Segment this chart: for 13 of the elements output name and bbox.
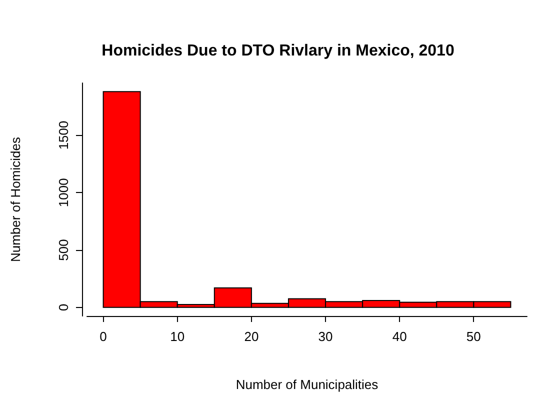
y-tick-label: 1000: [56, 178, 71, 208]
y-axis-title: Number of Homicides: [8, 136, 23, 262]
y-tick-label: 500: [56, 239, 71, 261]
x-tick-label: 50: [466, 329, 481, 344]
x-axis-title: Number of Municipalities: [236, 377, 379, 392]
x-tick-label: 10: [170, 329, 185, 344]
x-tick-label: 40: [392, 329, 407, 344]
x-tick-label: 30: [318, 329, 333, 344]
y-tick-label: 1500: [56, 120, 71, 150]
x-tick-label: 0: [100, 329, 107, 344]
x-tick-label: 20: [244, 329, 259, 344]
chart-title: Homicides Due to DTO Rivlary in Mexico, 2010: [102, 42, 454, 60]
y-tick-label: 0: [56, 304, 71, 312]
